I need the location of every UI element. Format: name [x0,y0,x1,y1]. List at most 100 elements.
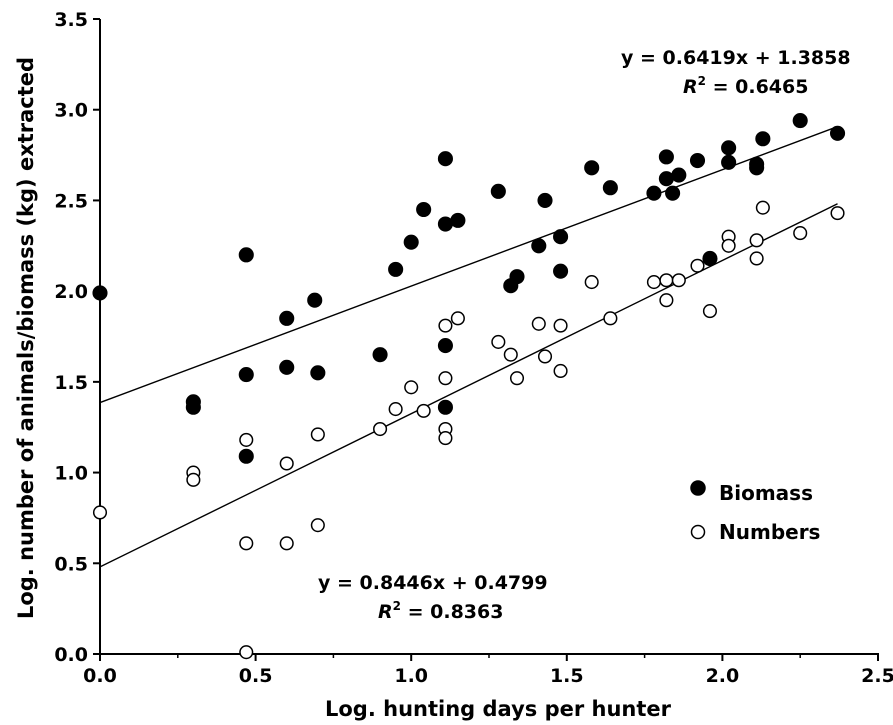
biomass-point [553,263,569,279]
biomass-point [755,131,771,147]
x-tick-label: 2.0 [706,665,740,687]
x-tick-label: 1.5 [550,665,584,687]
legend-biomass-marker [690,480,706,496]
y-tick-label: 1.5 [54,372,88,394]
biomass-point [553,229,569,245]
biomass-point [279,359,295,375]
biomass-point [602,180,618,196]
numbers-r2-letter: R [378,601,393,623]
y-tick-label: 2.0 [54,281,88,303]
biomass-point [238,367,254,383]
x-tick-label: 0.0 [83,665,117,687]
legend-numbers-label: Numbers [719,520,820,544]
numbers-point [830,206,845,221]
y-tick-label: 0.0 [54,644,88,666]
numbers-r2-value: = 0.8363 [401,601,503,623]
numbers-point [671,273,686,288]
x-tick-label: 0.5 [239,665,273,687]
biomass-point [658,149,674,165]
numbers-point [584,275,599,290]
biomass-point [658,171,674,187]
numbers-equation: y = 0.8446x + 0.4799 [318,572,548,594]
numbers-point [279,536,294,551]
numbers-point [491,334,506,349]
biomass-r2-value: = 0.6465 [706,76,808,98]
y-tick-label: 2.5 [54,190,88,212]
legend-biomass-label: Biomass [719,481,813,505]
biomass-r2-sup: 2 [698,74,706,88]
biomass-point [238,247,254,263]
numbers-point [438,431,453,446]
biomass-point [279,310,295,326]
y-tick-label: 3.0 [54,100,88,122]
numbers-point [503,347,518,362]
biomass-point [238,448,254,464]
legend: Biomass Numbers [690,480,820,544]
numbers-point [279,456,294,471]
numbers-point [755,200,770,215]
numbers-point [749,233,764,248]
biomass-point [437,338,453,354]
biomass-point [490,183,506,199]
biomass-point [509,269,525,285]
numbers-point [659,273,674,288]
numbers-point [749,251,764,266]
numbers-point [690,258,705,273]
numbers-point [388,402,403,417]
numbers-point [373,421,388,437]
biomass-point [403,234,419,250]
numbers-point [310,518,325,533]
numbers-point [793,226,808,241]
numbers-point [239,432,254,447]
biomass-point [537,192,553,208]
numbers-point [438,371,453,386]
biomass-point [437,399,453,415]
tick-labels: 0.0 0.5 1.0 1.5 2.0 2.5 0.0 0.5 1.0 1.5 2.0 2.5 3.0 3… [54,9,893,687]
biomass-point [185,399,201,415]
biomass-point [749,160,765,176]
numbers-r2-sup: 2 [393,599,401,613]
numbers-point [659,293,674,308]
numbers-point [537,349,553,364]
biomass-point [829,125,846,141]
biomass-regression-line [99,125,838,404]
biomass-point [689,152,706,169]
numbers-point [239,645,254,660]
numbers-point [416,403,431,418]
numbers-point [404,380,419,395]
numbers-point [438,318,453,333]
legend-numbers-marker [690,524,706,540]
biomass-point [310,365,326,381]
numbers-point [186,472,201,487]
biomass-point [584,160,600,176]
biomass-point [702,250,718,267]
biomass-point [665,185,681,201]
biomass-r2: R2 = 0.6465 [683,74,808,98]
numbers-point [646,275,661,290]
biomass-point [372,347,388,363]
biomass-point [721,154,737,170]
numbers-point [702,304,718,319]
biomass-point [307,292,323,308]
data-points [92,113,846,660]
y-axis-label: Log. number of animals/biomass (kg) extr… [14,57,38,619]
biomass-point [450,212,466,228]
numbers-r2: R2 = 0.8363 [378,599,503,623]
numbers-point [553,363,568,379]
axes [93,18,879,661]
biomass-point [437,151,453,167]
biomass-r2-letter: R [683,76,698,98]
biomass-equation: y = 0.6419x + 1.3858 [621,47,851,69]
y-tick-label: 3.5 [54,9,88,31]
y-tick-label: 1.0 [54,463,88,485]
numbers-point [721,238,736,253]
numbers-point [509,371,525,386]
biomass-point [388,261,404,277]
numbers-point [603,311,618,326]
numbers-point [92,505,108,520]
biomass-point [92,285,108,301]
biomass-point [671,167,687,183]
numbers-point [450,311,465,326]
numbers-point [531,316,546,331]
